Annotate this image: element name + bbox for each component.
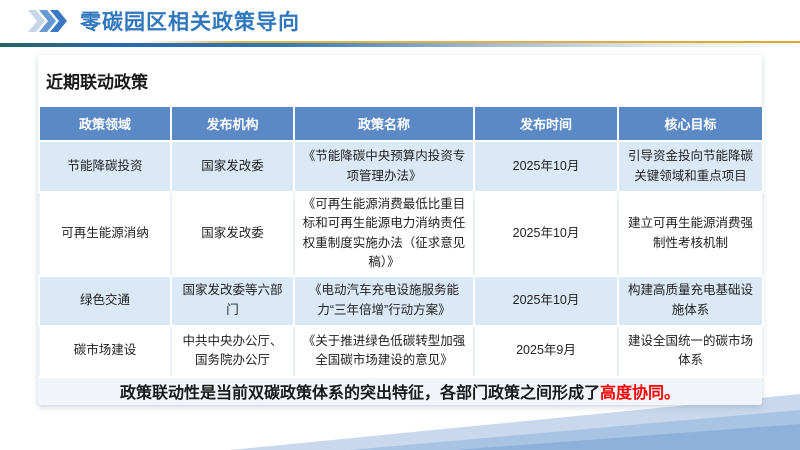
cell-agency: 国家发改委 [170,140,295,193]
cell-release-date: 2025年10月 [473,191,619,277]
column-header-release-date: 发布时间 [473,105,619,142]
cell-policy-field: 节能降碳投资 [38,140,172,193]
policy-table: 政策领域 发布机构 政策名称 发布时间 核心目标 节能降碳投资 国家发改委 《节… [38,105,764,378]
cell-core-goal: 建设全国统一的碳市场体系 [617,324,764,378]
cell-policy-name: 《可再生能源消费最低比重目标和可再生能源电力消纳责任权重制度实施办法（征求意见稿… [293,191,475,277]
page-title: 零碳园区相关政策导向 [80,11,300,34]
table-row: 绿色交通 国家发改委等六部门 《电动汽车充电设施服务能力“三年倍增”行动方案》 … [38,274,764,327]
summary-statement-highlight: 高度协同。 [600,385,681,403]
cell-core-goal: 构建高质量充电基础设施体系 [617,274,764,327]
column-header-policy-field: 政策领域 [38,105,172,142]
summary-statement: 政策联动性是当前双碳政策体系的突出特征，各部门政策之间形成了 高度协同。 [38,377,762,405]
cell-agency: 国家发改委等六部门 [170,274,295,327]
cell-policy-name: 《关于推进绿色低碳转型加强全国碳市场建设的意见》 [293,324,475,378]
column-header-policy-name: 政策名称 [293,105,475,142]
column-header-core-goal: 核心目标 [617,105,764,142]
gradient-divider-line [0,43,800,47]
cell-agency: 国家发改委 [170,191,295,277]
table-header-row: 政策领域 发布机构 政策名称 发布时间 核心目标 [38,105,764,142]
cell-policy-name: 《电动汽车充电设施服务能力“三年倍增”行动方案》 [293,274,475,327]
slide-header: 零碳园区相关政策导向 [0,0,800,42]
cell-core-goal: 引导资金投向节能降碳关键领域和重点项目 [617,140,764,193]
cell-agency: 中共中央办公厅、国务院办公厅 [170,324,295,378]
cell-policy-name: 《节能降碳中央预算内投资专项管理办法》 [293,140,475,193]
gold-divider-line [0,41,800,43]
section-title: 近期联动政策 [46,73,148,92]
cell-policy-field: 可再生能源消纳 [38,191,172,277]
cell-release-date: 2025年10月 [473,274,619,327]
cell-policy-field: 绿色交通 [38,274,172,327]
summary-statement-text: 政策联动性是当前双碳政策体系的突出特征，各部门政策之间形成了 [119,385,600,403]
cell-release-date: 2025年9月 [473,324,619,378]
cell-core-goal: 建立可再生能源消费强制性考核机制 [617,191,764,277]
triple-chevron-right-icon [28,10,70,32]
content-card: 近期联动政策 政策领域 发布机构 政策名称 发布时间 核心目标 节能降碳投资 国… [38,55,764,405]
table-row: 节能降碳投资 国家发改委 《节能降碳中央预算内投资专项管理办法》 2025年10… [38,140,764,193]
table-row: 碳市场建设 中共中央办公厅、国务院办公厅 《关于推进绿色低碳转型加强全国碳市场建… [38,324,764,378]
column-header-agency: 发布机构 [170,105,295,142]
cell-policy-field: 碳市场建设 [38,324,172,378]
table-row: 可再生能源消纳 国家发改委 《可再生能源消费最低比重目标和可再生能源电力消纳责任… [38,191,764,277]
cell-release-date: 2025年10月 [473,140,619,193]
